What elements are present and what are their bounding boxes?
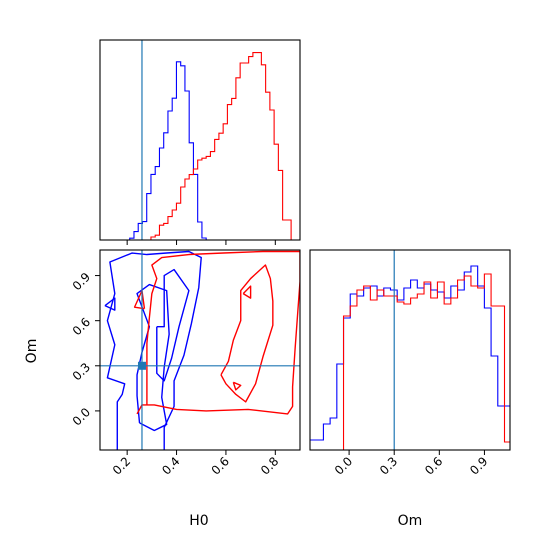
- truth-point-marker: [137, 361, 146, 370]
- panel-frame: [99, 249, 301, 451]
- histogram-series-red: [100, 52, 300, 240]
- contour-red-1: [133, 289, 146, 310]
- x-axis-label-om: Om: [398, 513, 423, 529]
- h0-marginal-histogram-panel: [99, 39, 301, 245]
- y-axis-label-om: Om: [24, 339, 40, 364]
- histogram-series-blue: [310, 265, 510, 441]
- panel-frame: [99, 39, 301, 241]
- contour-red-4: [232, 381, 242, 391]
- panel-frame: [309, 249, 511, 451]
- contour-red-3: [242, 285, 252, 299]
- contour-blue-3: [104, 297, 116, 311]
- x-axis-label-h0: H0: [189, 513, 208, 529]
- histogram-series-red: [310, 273, 510, 450]
- contour-blue-0: [106, 250, 202, 450]
- contour-red-0: [136, 250, 300, 415]
- contour-red-2: [220, 264, 274, 403]
- contour-blue-1: [136, 283, 170, 432]
- h0-hist-ticks: [126, 240, 276, 245]
- histogram-series-blue: [100, 61, 300, 240]
- contour-blue-2: [156, 268, 190, 382]
